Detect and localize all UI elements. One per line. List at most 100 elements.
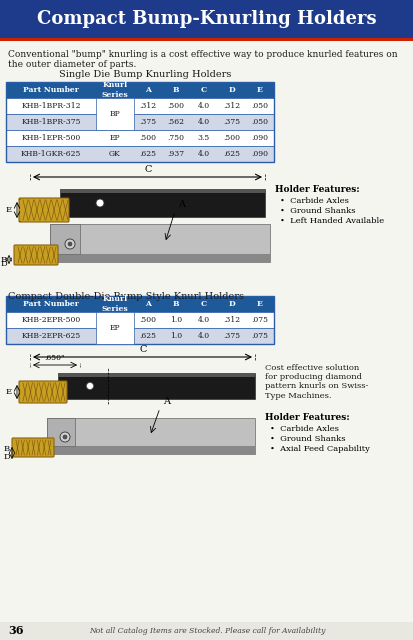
Text: GK: GK xyxy=(109,150,121,158)
Bar xyxy=(6,82,273,162)
Text: .090: .090 xyxy=(251,150,268,158)
Text: .075: .075 xyxy=(251,332,268,340)
Text: KHB-1BPR-312: KHB-1BPR-312 xyxy=(21,102,81,110)
Bar xyxy=(60,189,264,193)
Text: B: B xyxy=(172,86,179,94)
Text: KHB-1EPR-500: KHB-1EPR-500 xyxy=(21,134,81,142)
Text: .375: .375 xyxy=(223,332,240,340)
Text: D: D xyxy=(228,300,235,308)
Text: KHB-2EPR-625: KHB-2EPR-625 xyxy=(21,332,81,340)
Bar xyxy=(47,446,254,454)
Bar xyxy=(58,373,254,377)
Text: .625: .625 xyxy=(139,332,156,340)
Text: Holder Features:: Holder Features: xyxy=(264,413,349,422)
Text: B: B xyxy=(172,300,179,308)
Bar xyxy=(6,312,273,328)
Bar xyxy=(6,82,273,98)
Text: Knurl
Series: Knurl Series xyxy=(101,296,128,312)
Text: E: E xyxy=(256,86,262,94)
Bar xyxy=(6,130,273,146)
Text: Holder Features:: Holder Features: xyxy=(274,185,359,194)
Bar xyxy=(6,114,273,130)
FancyBboxPatch shape xyxy=(14,245,58,265)
Circle shape xyxy=(63,435,67,439)
Text: D: D xyxy=(0,260,7,268)
Text: 4.0: 4.0 xyxy=(197,150,209,158)
Circle shape xyxy=(96,199,104,207)
Text: .050: .050 xyxy=(251,118,268,126)
Text: .090: .090 xyxy=(251,134,268,142)
Text: •  Ground Shanks: • Ground Shanks xyxy=(269,435,345,443)
Text: 4.0: 4.0 xyxy=(197,316,209,324)
Bar xyxy=(50,224,269,262)
Text: •  Carbide Axles: • Carbide Axles xyxy=(279,197,348,205)
Text: C: C xyxy=(200,300,206,308)
Text: Knurl
Series: Knurl Series xyxy=(101,81,128,99)
Circle shape xyxy=(86,383,93,390)
Text: •  Axial Feed Capability: • Axial Feed Capability xyxy=(269,445,369,453)
Text: 4.0: 4.0 xyxy=(197,102,209,110)
Text: •  Carbide Axles: • Carbide Axles xyxy=(269,425,338,433)
Bar xyxy=(47,418,254,454)
Bar xyxy=(47,418,75,446)
Text: A: A xyxy=(163,397,170,406)
Text: 4.0: 4.0 xyxy=(197,332,209,340)
Text: Conventional "bump" knurling is a cost effective way to produce knurled features: Conventional "bump" knurling is a cost e… xyxy=(8,50,396,69)
Circle shape xyxy=(60,432,70,442)
Text: 1.0: 1.0 xyxy=(169,316,182,324)
Text: 3.5: 3.5 xyxy=(197,134,210,142)
Text: A: A xyxy=(178,200,185,209)
Text: KHB-2EPR-500: KHB-2EPR-500 xyxy=(21,316,81,324)
Bar xyxy=(60,189,264,217)
Text: .562: .562 xyxy=(167,118,184,126)
Text: BP: BP xyxy=(109,110,120,118)
Bar xyxy=(0,0,413,38)
Text: B: B xyxy=(1,256,7,264)
Bar xyxy=(0,38,413,41)
Text: 36: 36 xyxy=(8,625,24,637)
Text: .625: .625 xyxy=(223,150,240,158)
Text: E: E xyxy=(6,206,12,214)
Text: KHB-1GKR-625: KHB-1GKR-625 xyxy=(21,150,81,158)
Text: Cost effective solution
for producing diamond
pattern knurls on Swiss-
Type Mach: Cost effective solution for producing di… xyxy=(264,364,368,399)
Text: D: D xyxy=(3,453,10,461)
Text: E: E xyxy=(6,388,12,396)
Text: A: A xyxy=(145,86,151,94)
Text: .312: .312 xyxy=(223,102,240,110)
Text: C: C xyxy=(200,86,206,94)
Text: .075: .075 xyxy=(251,316,268,324)
Bar xyxy=(58,373,254,399)
Bar xyxy=(96,312,134,344)
Bar xyxy=(6,296,273,312)
Text: .625: .625 xyxy=(139,150,156,158)
Text: BP: BP xyxy=(109,102,120,110)
Text: 4.0: 4.0 xyxy=(197,118,209,126)
Circle shape xyxy=(68,242,72,246)
Bar xyxy=(6,296,273,344)
FancyBboxPatch shape xyxy=(12,438,54,457)
Circle shape xyxy=(65,239,75,249)
FancyBboxPatch shape xyxy=(19,381,67,403)
FancyBboxPatch shape xyxy=(19,198,69,222)
Text: C: C xyxy=(139,345,146,354)
Bar xyxy=(50,224,80,254)
Bar xyxy=(96,98,134,130)
Text: Part Number: Part Number xyxy=(23,86,79,94)
Text: Compact Bump-Knurling Holders: Compact Bump-Knurling Holders xyxy=(37,10,376,28)
Text: .375: .375 xyxy=(139,118,156,126)
Text: C: C xyxy=(144,165,151,174)
Text: .312: .312 xyxy=(223,316,240,324)
Text: .650": .650" xyxy=(45,354,65,362)
Text: .750: .750 xyxy=(167,134,184,142)
Text: .500: .500 xyxy=(167,102,184,110)
Text: E: E xyxy=(256,300,262,308)
Text: .312: .312 xyxy=(139,102,156,110)
Text: KHB-1BPR-375: KHB-1BPR-375 xyxy=(21,118,81,126)
Text: .375: .375 xyxy=(223,118,240,126)
Text: Not all Catalog Items are Stocked. Please call for Availability: Not all Catalog Items are Stocked. Pleas… xyxy=(89,627,324,635)
Bar xyxy=(0,622,413,640)
Text: .500: .500 xyxy=(139,316,156,324)
Text: .050: .050 xyxy=(251,102,268,110)
Bar xyxy=(50,254,269,262)
Bar xyxy=(6,328,273,344)
